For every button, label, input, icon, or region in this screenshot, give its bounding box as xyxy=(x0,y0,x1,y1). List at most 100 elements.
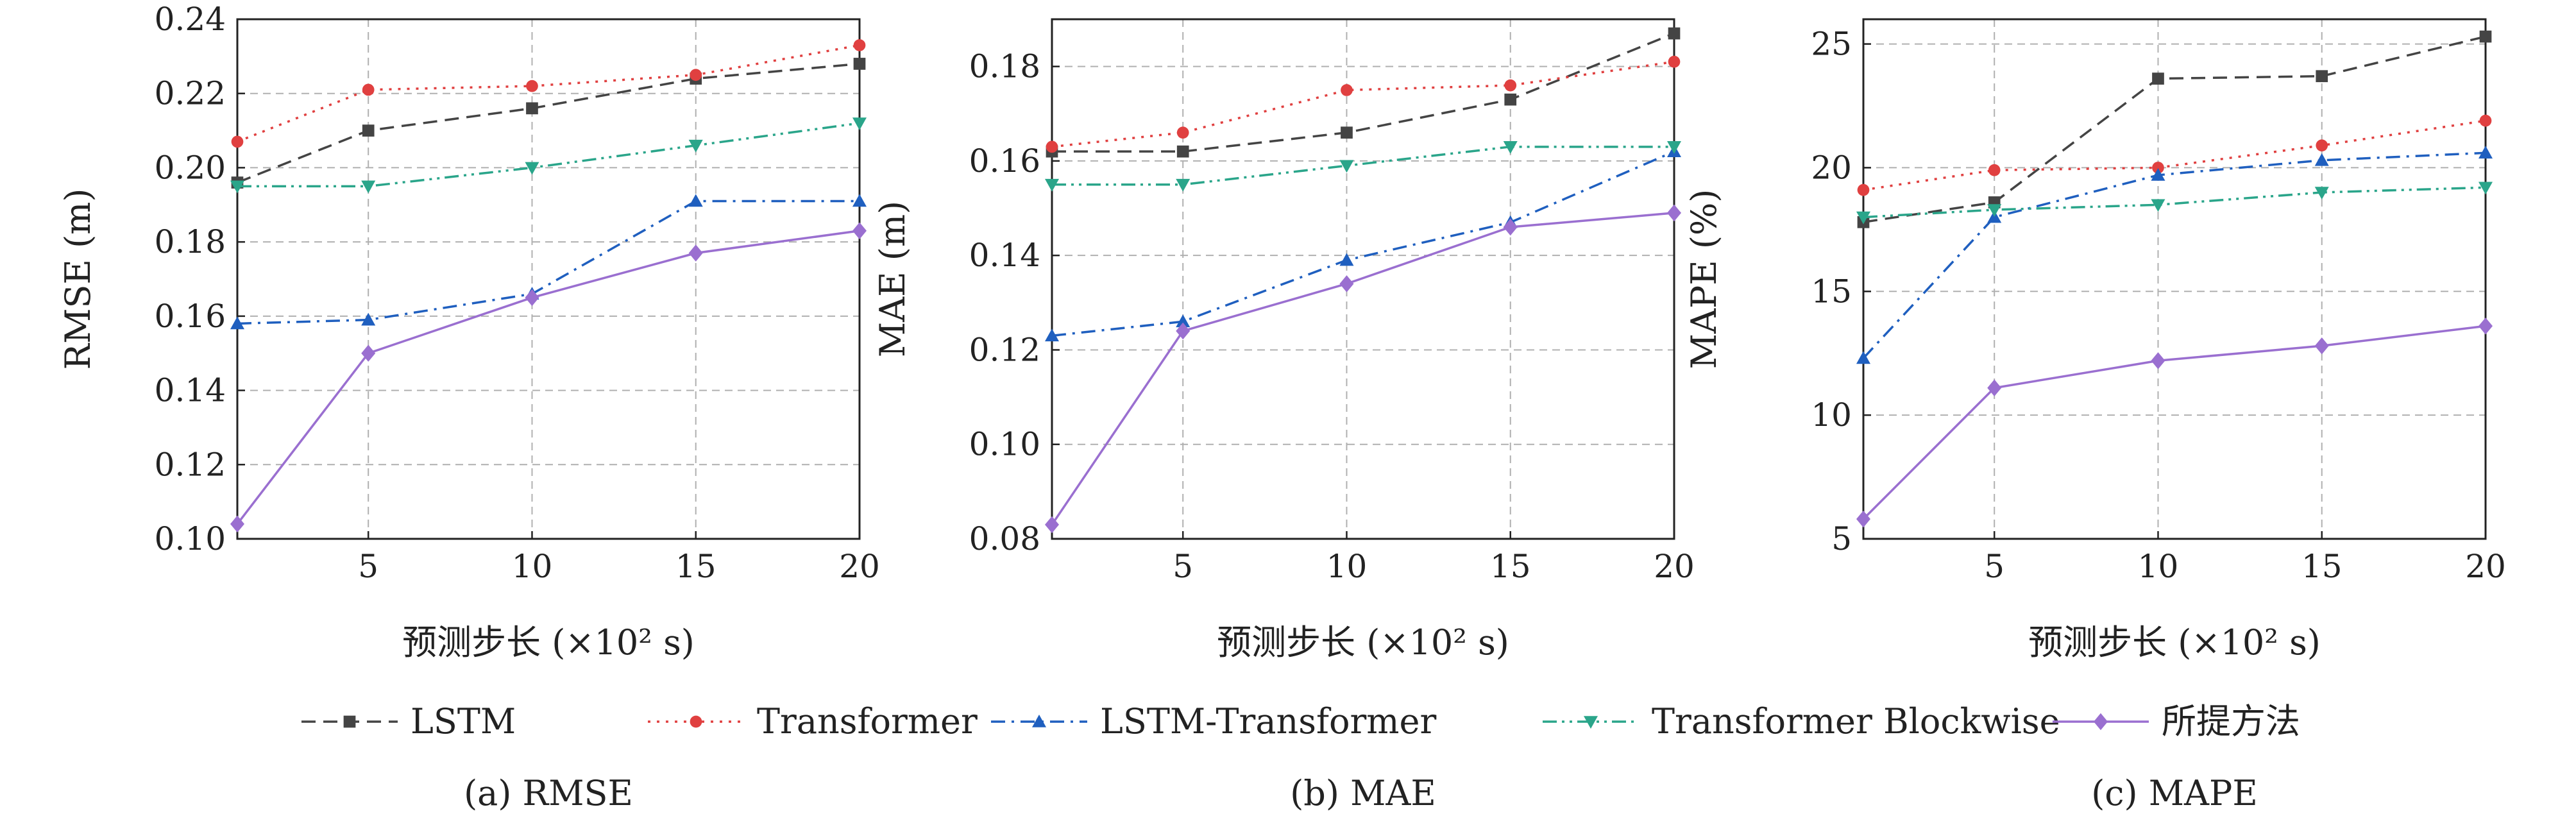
series-line-transformer xyxy=(1863,119,2486,191)
legend-entry-proposed: 所提方法 xyxy=(2053,701,2300,742)
data-point-transformer xyxy=(362,83,375,96)
legend-label: Transformer Blockwise xyxy=(1652,701,2060,742)
data-point-lstm xyxy=(853,58,866,70)
x-axis-label: 预测步长 (×10² s) xyxy=(1217,622,1509,663)
data-point-lstm-transformer xyxy=(1176,314,1191,328)
series-proposed xyxy=(1856,318,2493,528)
data-point-transformer-blockwise xyxy=(1987,204,2002,217)
legend-entry-transformer: Transformer xyxy=(648,701,978,742)
series-line-lstm-transformer xyxy=(1862,151,2486,359)
y-tick-label: 10 xyxy=(1811,396,1852,434)
data-point-lstm xyxy=(526,102,538,115)
data-point-lstm-transformer xyxy=(1045,328,1059,342)
data-point-transformer xyxy=(1668,55,1681,68)
data-point-transformer-blockwise xyxy=(525,162,539,175)
series-line-lstm-transformer xyxy=(237,199,860,325)
data-point-proposed xyxy=(1176,322,1191,340)
series-line-lstm xyxy=(1052,32,1675,153)
data-point-transformer-blockwise xyxy=(361,180,376,194)
data-point-proposed xyxy=(230,515,244,533)
y-tick-label: 0.20 xyxy=(155,149,226,186)
legend-marker xyxy=(1032,715,1046,727)
data-point-lstm-transformer xyxy=(230,316,244,330)
data-point-proposed xyxy=(1045,516,1059,534)
data-point-transformer xyxy=(1988,164,2001,176)
data-point-transformer xyxy=(690,69,702,81)
data-point-transformer xyxy=(2316,139,2328,152)
series-lstm-transformer xyxy=(230,194,867,330)
data-point-lstm xyxy=(2316,70,2328,83)
series-transformer xyxy=(1046,55,1681,153)
series-lstm xyxy=(231,58,866,189)
data-point-transformer xyxy=(2479,114,2492,127)
series-lstm-transformer xyxy=(1856,146,2493,364)
data-point-proposed xyxy=(688,244,703,262)
legend-label: LSTM-Transformer xyxy=(1100,701,1436,742)
y-axis-label: RMSE (m) xyxy=(58,189,98,370)
x-tick-label: 15 xyxy=(2301,548,2343,585)
y-tick-label: 0.16 xyxy=(969,142,1040,180)
y-axis-label: MAE (m) xyxy=(872,201,913,357)
data-point-transformer xyxy=(526,80,538,92)
data-point-lstm-transformer xyxy=(2314,153,2329,166)
series-line-lstm xyxy=(1863,35,2486,224)
x-tick-label: 10 xyxy=(2138,548,2179,585)
y-tick-label: 0.08 xyxy=(969,520,1040,557)
legend-entry-lstm: LSTM xyxy=(301,701,516,742)
data-point-proposed xyxy=(852,222,867,239)
legend-marker xyxy=(2094,713,2108,731)
x-tick-label: 5 xyxy=(1984,548,2004,585)
y-tick-label: 0.18 xyxy=(155,223,226,260)
data-point-lstm xyxy=(2152,72,2164,85)
data-point-proposed xyxy=(525,289,539,307)
series-line-lstm-transformer xyxy=(1051,150,1675,337)
series-lstm xyxy=(1046,27,1681,158)
data-point-transformer-blockwise xyxy=(1339,160,1354,173)
legend-entry-transformer-blockwise: Transformer Blockwise xyxy=(1543,701,2060,742)
chart-panel-rmse: 0.10 0.12 0.14 0.16 0.18 0.20 0.22 0.24 5 10 15 20 预… xyxy=(58,1,880,813)
series-lstm-transformer xyxy=(1045,144,1681,342)
data-point-transformer-blockwise xyxy=(1045,178,1059,192)
series-line-proposed xyxy=(1862,325,2486,520)
series-line-proposed xyxy=(236,230,860,525)
data-point-lstm-transformer xyxy=(688,194,703,207)
series-lstm xyxy=(1857,30,2492,228)
data-point-transformer-blockwise xyxy=(688,139,703,153)
legend-marker xyxy=(690,715,702,728)
data-point-proposed xyxy=(2314,337,2329,355)
chart-panel-mape: 5 10 15 20 25 5 10 15 20 预测步长 (×10² s) MAPE (%) (c)… xyxy=(1684,18,2506,813)
data-point-transformer xyxy=(1176,126,1189,139)
x-tick-label: 20 xyxy=(1654,548,1695,585)
legend-label: LSTM xyxy=(411,701,516,742)
plot-frame xyxy=(236,18,861,540)
data-point-lstm xyxy=(362,124,375,137)
series-transformer-blockwise xyxy=(1045,141,1681,192)
data-point-proposed xyxy=(361,344,376,362)
data-point-lstm xyxy=(1176,145,1189,158)
series-line-transformer xyxy=(1051,60,1675,148)
data-point-transformer-blockwise xyxy=(1856,211,1870,225)
data-point-transformer xyxy=(1046,140,1058,153)
legend-marker xyxy=(343,715,356,728)
legend-entry-lstm-transformer: LSTM-Transformer xyxy=(991,701,1436,742)
data-point-proposed xyxy=(1503,218,1518,236)
x-tick-label: 10 xyxy=(1326,548,1368,585)
data-point-transformer-blockwise xyxy=(2314,187,2329,199)
y-tick-label: 0.12 xyxy=(155,446,226,483)
y-tick-label: 15 xyxy=(1811,273,1852,310)
series-transformer-blockwise xyxy=(1856,182,2493,225)
data-point-transformer-blockwise xyxy=(230,180,244,194)
data-point-proposed xyxy=(2151,352,2165,369)
data-point-proposed xyxy=(1339,275,1354,293)
y-tick-label: 0.12 xyxy=(969,331,1040,368)
data-point-transformer xyxy=(1857,183,1870,196)
series-transformer xyxy=(1857,114,2492,196)
data-point-proposed xyxy=(1856,510,1870,528)
data-point-transformer xyxy=(1504,79,1517,92)
y-tick-label: 0.10 xyxy=(969,426,1040,463)
y-tick-label: 5 xyxy=(1831,520,1852,557)
chart-panel-mae: 0.08 0.10 0.12 0.14 0.16 0.18 5 10 15 20 预测步长 (×10… xyxy=(872,18,1695,813)
y-tick-label: 0.14 xyxy=(155,372,226,409)
y-tick-label: 20 xyxy=(1811,149,1852,186)
